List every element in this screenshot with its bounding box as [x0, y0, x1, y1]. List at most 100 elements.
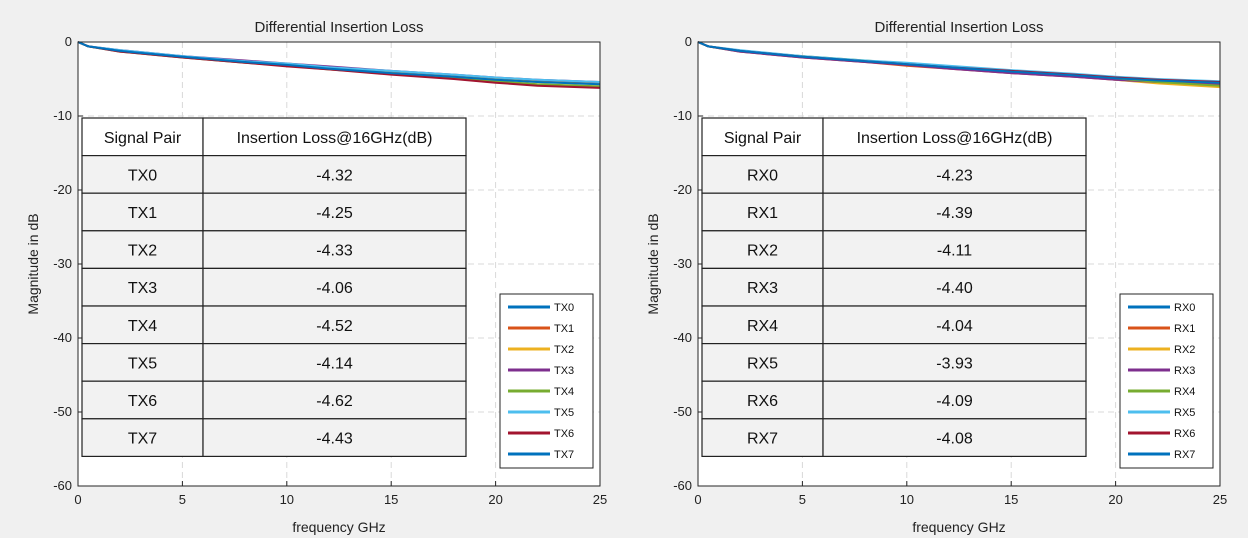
x-tick-label: 25 — [593, 492, 607, 507]
table-cell — [81, 230, 204, 270]
legend-label: TX2 — [554, 344, 574, 356]
table-cell — [202, 267, 467, 307]
table-loss-value: -4.40 — [936, 280, 973, 297]
table-loss-value: -4.14 — [316, 355, 353, 372]
table-signal-pair: TX2 — [128, 243, 157, 260]
loss-table: Signal Pair Insertion Loss@16GHz(dB) RX0 -4… — [701, 117, 1087, 457]
table-signal-pair: RX3 — [747, 280, 778, 297]
table-loss-value: -4.04 — [936, 318, 973, 335]
table-loss-value: -3.93 — [936, 355, 973, 372]
y-tick-label: -10 — [673, 108, 692, 123]
table-header: Insertion Loss@16GHz(dB) — [237, 130, 433, 147]
table-loss-value: -4.39 — [936, 205, 973, 222]
x-axis-label: frequency GHz — [912, 519, 1005, 535]
table-cell — [701, 155, 824, 194]
table-cell — [701, 230, 824, 270]
y-axis-label: Magnitude in dB — [25, 213, 41, 314]
legend-label: TX4 — [554, 386, 574, 398]
legend-label: RX2 — [1174, 344, 1195, 356]
table-signal-pair: RX0 — [747, 167, 778, 184]
table-cell — [202, 117, 467, 157]
table-cell — [701, 380, 824, 420]
series-line-rx7 — [697, 41, 1221, 84]
legend-label: RX0 — [1174, 302, 1195, 314]
table-signal-pair: TX0 — [128, 167, 157, 184]
y-tick-label: -30 — [53, 256, 72, 271]
legend-label: TX5 — [554, 407, 574, 419]
legend: RX0 RX1 RX2 RX3 RX4 RX5 RX6 RX7 — [1119, 293, 1214, 469]
legend-label: TX3 — [554, 365, 574, 377]
table-cell — [202, 305, 467, 345]
table-signal-pair: TX4 — [128, 318, 157, 335]
legend: TX0 TX1 TX2 TX3 TX4 TX5 TX6 TX7 — [499, 293, 594, 469]
table-cell — [822, 267, 1087, 307]
table-signal-pair: TX5 — [128, 355, 157, 372]
table-signal-pair: RX4 — [747, 318, 778, 335]
x-tick-label: 0 — [694, 492, 701, 507]
y-tick-label: 0 — [685, 34, 692, 49]
chart-title: Differential Insertion Loss — [255, 19, 424, 36]
table-cell — [701, 267, 824, 307]
table-signal-pair: TX6 — [128, 393, 157, 410]
series-line-tx7 — [77, 41, 601, 86]
table-loss-value: -4.52 — [316, 318, 353, 335]
table-loss-value: -4.11 — [937, 243, 972, 260]
table-cell — [822, 117, 1087, 157]
insertion-loss-chart-tx: 0 5 10 15 20 25 0 -10 -20 -30 -40 -50 -60 Differentia… — [25, 19, 607, 535]
table-loss-value: -4.43 — [316, 431, 353, 448]
table-cell — [81, 343, 204, 382]
table-loss-value: -4.23 — [936, 167, 973, 184]
chart-panel-tx: 0 5 10 15 20 25 0 -10 -20 -30 -40 -50 -60 Differentia… — [8, 0, 620, 538]
legend-label: TX0 — [554, 302, 574, 314]
insertion-loss-chart-rx: 0 5 10 15 20 25 0 -10 -20 -30 -40 -50 -60 Differentia… — [645, 19, 1227, 535]
y-tick-label: -20 — [53, 182, 72, 197]
table-cell — [701, 305, 824, 345]
x-tick-label: 15 — [1004, 492, 1018, 507]
y-tick-label: 0 — [65, 34, 72, 49]
x-tick-label: 25 — [1213, 492, 1227, 507]
table-cell — [822, 230, 1087, 270]
table-cell — [822, 418, 1087, 457]
table-cell — [202, 418, 467, 457]
table-loss-value: -4.33 — [316, 243, 353, 260]
legend-label: TX7 — [554, 449, 574, 461]
table-signal-pair: RX7 — [747, 431, 778, 448]
table-header: Signal Pair — [724, 130, 802, 147]
table-loss-value: -4.62 — [316, 393, 353, 410]
table-cell — [701, 418, 824, 457]
y-tick-label: -60 — [673, 478, 692, 493]
table-header: Signal Pair — [104, 130, 182, 147]
table-loss-value: -4.08 — [936, 431, 973, 448]
y-tick-label: -40 — [673, 330, 692, 345]
x-tick-label: 5 — [179, 492, 186, 507]
legend-label: TX1 — [554, 323, 574, 335]
legend-label: RX4 — [1174, 386, 1195, 398]
table-cell — [202, 343, 467, 382]
table-signal-pair: RX2 — [747, 243, 778, 260]
x-tick-label: 20 — [488, 492, 502, 507]
table-signal-pair: TX1 — [128, 205, 157, 222]
table-cell — [701, 343, 824, 382]
table-cell — [822, 155, 1087, 194]
table-loss-value: -4.09 — [936, 393, 973, 410]
table-cell — [81, 267, 204, 307]
x-tick-label: 5 — [799, 492, 806, 507]
loss-table: Signal Pair Insertion Loss@16GHz(dB) TX0 -4… — [81, 117, 467, 457]
table-header: Insertion Loss@16GHz(dB) — [857, 130, 1053, 147]
legend-label: RX7 — [1174, 449, 1195, 461]
y-tick-label: -50 — [673, 404, 692, 419]
table-cell — [202, 230, 467, 270]
y-tick-label: -30 — [673, 256, 692, 271]
table-signal-pair: RX1 — [747, 205, 778, 222]
x-tick-label: 10 — [280, 492, 294, 507]
legend-label: TX6 — [554, 428, 574, 440]
legend-label: RX5 — [1174, 407, 1195, 419]
legend-label: RX1 — [1174, 323, 1195, 335]
table-cell — [81, 192, 204, 232]
table-signal-pair: RX5 — [747, 355, 778, 372]
table-loss-value: -4.32 — [316, 167, 353, 184]
y-tick-label: -50 — [53, 404, 72, 419]
x-tick-label: 20 — [1108, 492, 1122, 507]
table-cell — [81, 305, 204, 345]
table-loss-value: -4.06 — [316, 280, 353, 297]
